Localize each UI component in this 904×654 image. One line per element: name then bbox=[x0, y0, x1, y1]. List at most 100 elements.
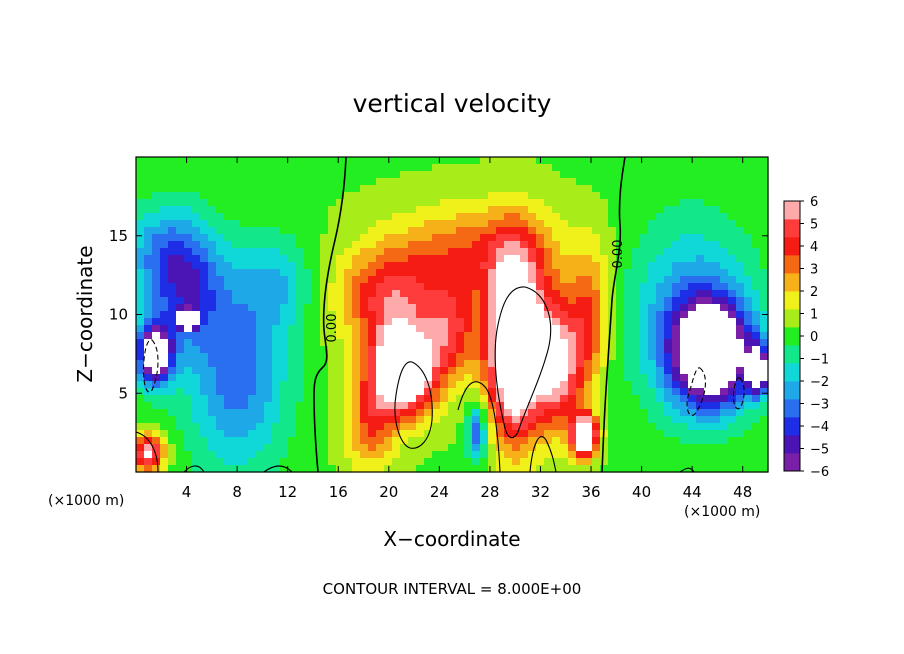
heatmap-cell bbox=[752, 444, 761, 452]
heatmap-cell bbox=[344, 465, 353, 473]
heatmap-cell bbox=[592, 178, 601, 186]
heatmap-cell bbox=[648, 157, 657, 165]
heatmap-cell bbox=[424, 164, 433, 172]
heatmap-cell bbox=[176, 381, 185, 389]
heatmap-cell bbox=[320, 416, 329, 424]
heatmap-cell bbox=[288, 164, 297, 172]
heatmap-cell bbox=[536, 297, 545, 305]
heatmap-cell bbox=[448, 206, 457, 214]
heatmap-cell bbox=[208, 304, 217, 312]
heatmap-cell bbox=[344, 220, 353, 228]
heatmap-cell bbox=[512, 367, 521, 375]
heatmap-cell bbox=[624, 381, 633, 389]
heatmap-cell bbox=[184, 192, 193, 200]
heatmap-cell bbox=[256, 269, 265, 277]
heatmap-cell bbox=[688, 297, 697, 305]
heatmap-cell bbox=[552, 465, 561, 473]
heatmap-cell bbox=[704, 374, 713, 382]
heatmap-cell bbox=[576, 283, 585, 291]
heatmap-cell bbox=[248, 444, 257, 452]
heatmap-cell bbox=[480, 374, 489, 382]
heatmap-cell bbox=[480, 269, 489, 277]
heatmap-cell bbox=[680, 465, 689, 473]
heatmap-cell bbox=[464, 353, 473, 361]
heatmap-cell bbox=[680, 367, 689, 375]
heatmap-cell bbox=[568, 395, 577, 403]
heatmap-cell bbox=[584, 444, 593, 452]
heatmap-cell bbox=[592, 283, 601, 291]
heatmap-cell bbox=[376, 262, 385, 270]
heatmap-cell bbox=[144, 381, 153, 389]
heatmap-cell bbox=[232, 262, 241, 270]
heatmap-cell bbox=[280, 423, 289, 431]
heatmap-cell bbox=[712, 199, 721, 207]
heatmap-cell bbox=[480, 437, 489, 445]
heatmap-cell bbox=[288, 451, 297, 459]
heatmap-cell bbox=[752, 437, 761, 445]
heatmap-cell bbox=[208, 318, 217, 326]
heatmap-cell bbox=[736, 465, 745, 473]
heatmap-cell bbox=[552, 262, 561, 270]
heatmap-cell bbox=[256, 262, 265, 270]
heatmap-cell bbox=[296, 416, 305, 424]
heatmap-cell bbox=[704, 360, 713, 368]
heatmap-cell bbox=[736, 339, 745, 347]
heatmap-cell bbox=[376, 465, 385, 473]
heatmap-cell bbox=[176, 199, 185, 207]
heatmap-cell bbox=[760, 451, 769, 459]
heatmap-cell bbox=[664, 444, 673, 452]
heatmap-cell bbox=[392, 360, 401, 368]
heatmap-cell bbox=[160, 304, 169, 312]
heatmap-cell bbox=[336, 367, 345, 375]
heatmap-cell bbox=[752, 353, 761, 361]
heatmap-cell bbox=[384, 451, 393, 459]
heatmap-cell bbox=[184, 423, 193, 431]
heatmap-cell bbox=[152, 283, 161, 291]
heatmap-cell bbox=[752, 290, 761, 298]
heatmap-cell bbox=[600, 178, 609, 186]
heatmap-cell bbox=[496, 206, 505, 214]
heatmap-cell bbox=[208, 423, 217, 431]
heatmap-cell bbox=[176, 346, 185, 354]
heatmap-cell bbox=[344, 402, 353, 410]
heatmap-cell bbox=[584, 367, 593, 375]
heatmap-cell bbox=[688, 395, 697, 403]
heatmap-cell bbox=[736, 234, 745, 242]
heatmap-cell bbox=[536, 437, 545, 445]
heatmap-cell bbox=[248, 283, 257, 291]
heatmap-cell bbox=[328, 409, 337, 417]
heatmap-cell bbox=[680, 395, 689, 403]
heatmap-cell bbox=[184, 367, 193, 375]
heatmap-cell bbox=[256, 199, 265, 207]
heatmap-cell bbox=[208, 339, 217, 347]
x-tick-label: 20 bbox=[379, 483, 398, 501]
heatmap-cell bbox=[584, 283, 593, 291]
heatmap-cell bbox=[600, 465, 609, 473]
heatmap-cell bbox=[584, 437, 593, 445]
heatmap-cell bbox=[720, 346, 729, 354]
heatmap-cell bbox=[664, 269, 673, 277]
heatmap-cell bbox=[192, 290, 201, 298]
heatmap-cell bbox=[216, 241, 225, 249]
heatmap-cell bbox=[488, 164, 497, 172]
heatmap-cell bbox=[568, 248, 577, 256]
heatmap-cell bbox=[400, 262, 409, 270]
heatmap-cell bbox=[568, 444, 577, 452]
heatmap-cell bbox=[560, 311, 569, 319]
heatmap-cell bbox=[464, 430, 473, 438]
heatmap-cell bbox=[624, 304, 633, 312]
heatmap-cell bbox=[256, 297, 265, 305]
heatmap-cell bbox=[320, 388, 329, 396]
heatmap-cell bbox=[184, 332, 193, 340]
heatmap-cell bbox=[248, 367, 257, 375]
heatmap-cell bbox=[136, 171, 145, 179]
heatmap-cell bbox=[320, 353, 329, 361]
heatmap-cell bbox=[200, 444, 209, 452]
heatmap-cell bbox=[224, 185, 233, 193]
heatmap-cell bbox=[360, 157, 369, 165]
heatmap-cell bbox=[592, 248, 601, 256]
heatmap-cell bbox=[376, 192, 385, 200]
heatmap-cell bbox=[536, 374, 545, 382]
heatmap-cell bbox=[688, 346, 697, 354]
heatmap-cell bbox=[448, 276, 457, 284]
